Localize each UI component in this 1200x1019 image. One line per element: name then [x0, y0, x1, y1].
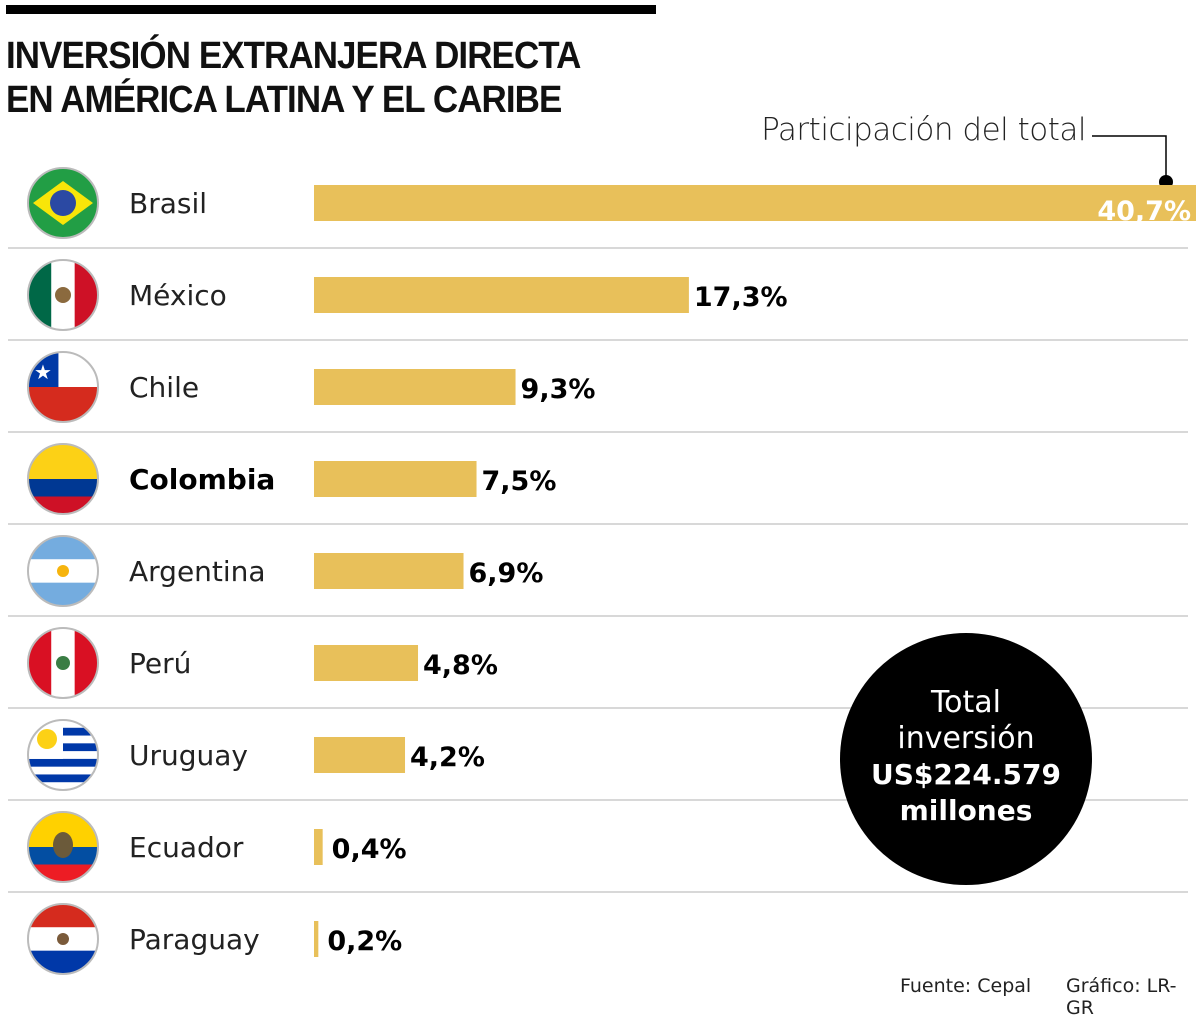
- bar: [314, 645, 419, 681]
- category-label: Brasil: [129, 187, 207, 220]
- chart-row: México 17,3%: [8, 259, 1188, 341]
- value-label: 0,4%: [332, 834, 407, 865]
- category-label: Argentina: [129, 555, 266, 588]
- chart-row: Argentina 6,9%: [8, 535, 1188, 617]
- brazil-flag-icon: [28, 168, 98, 238]
- value-label: 4,2%: [410, 742, 485, 773]
- bar: [314, 921, 319, 957]
- credit-note: Gráfico: LR-GR: [1066, 975, 1177, 1019]
- category-label: Perú: [129, 647, 191, 680]
- total-line2: inversión: [897, 721, 1035, 756]
- paraguay-flag-icon: [28, 904, 98, 974]
- svg-text:★: ★: [34, 360, 52, 384]
- bar: [314, 553, 464, 589]
- value-label: 9,3%: [521, 374, 596, 405]
- category-label: Uruguay: [129, 739, 248, 772]
- total-investment-badge: Total inversión US$224.579 millones: [840, 633, 1092, 885]
- total-line1: Total: [930, 685, 1002, 720]
- total-amount: US$224.579: [871, 758, 1061, 791]
- chart-title: INVERSIÓN EXTRANJERA DIRECTA EN AMÉRICA …: [6, 35, 581, 121]
- argentina-flag-icon: [28, 536, 98, 606]
- value-label: 17,3%: [694, 282, 788, 313]
- chart-row: ★ Chile 9,3%: [8, 351, 1188, 433]
- top-rule: [6, 5, 656, 14]
- total-unit: millones: [899, 794, 1033, 827]
- category-label: Paraguay: [129, 923, 260, 956]
- chart-row: Colombia 7,5%: [8, 443, 1188, 525]
- uruguay-flag-icon: [28, 720, 98, 790]
- bar: [314, 829, 323, 865]
- category-label: Chile: [129, 371, 199, 404]
- legend-leader-line: [1092, 135, 1167, 182]
- mexico-flag-icon: [28, 260, 98, 330]
- bar: [314, 461, 477, 497]
- bar: [314, 277, 689, 313]
- chart-row: Perú 4,8%: [8, 627, 1188, 709]
- bar: [314, 185, 1196, 221]
- chart-row: Ecuador 0,4%: [8, 811, 1188, 893]
- category-label: Ecuador: [129, 831, 244, 864]
- bar: [314, 369, 516, 405]
- value-label: 4,8%: [423, 650, 498, 681]
- value-label: 6,9%: [469, 558, 544, 589]
- value-label: 7,5%: [482, 466, 557, 497]
- source-note: Fuente: Cepal: [900, 975, 1032, 997]
- bar: [314, 737, 406, 773]
- value-label: 0,2%: [327, 926, 402, 957]
- chart-row: Brasil 40,7%: [8, 167, 1196, 249]
- category-label: Colombia: [129, 463, 275, 496]
- chart-row: Paraguay 0,2%: [27, 903, 402, 975]
- peru-flag-icon: [28, 628, 98, 698]
- value-label: 40,7%: [1097, 196, 1191, 227]
- category-label: México: [129, 279, 227, 312]
- legend-label: Participación del total: [761, 112, 1086, 148]
